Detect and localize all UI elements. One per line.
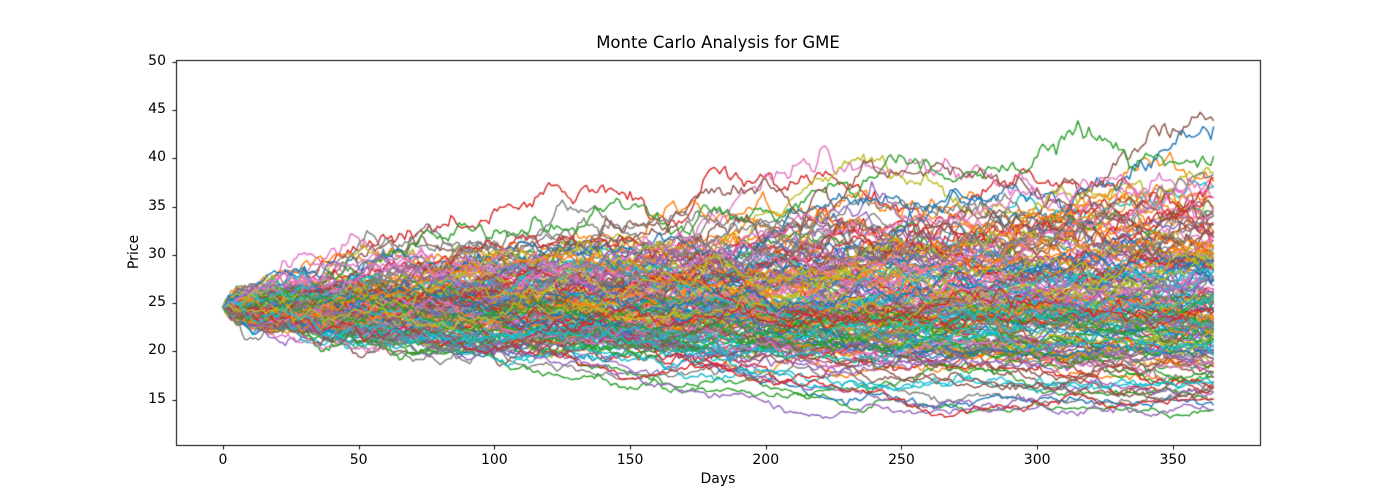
y-tick-label: 25	[148, 294, 166, 311]
y-tick-label: 40	[148, 149, 166, 166]
y-tick-label: 30	[148, 245, 166, 262]
x-tick-label: 300	[1023, 452, 1051, 468]
x-axis-label: Days	[700, 471, 736, 487]
x-tick-label: 250	[888, 452, 915, 468]
chart-title: Monte Carlo Analysis for GME	[596, 33, 840, 52]
x-tick-label: 50	[349, 452, 368, 468]
x-tick-label: 200	[752, 452, 780, 468]
x-tick-label: 150	[616, 452, 644, 468]
y-tick-label: 35	[148, 197, 166, 214]
x-tick-label: 100	[480, 452, 508, 468]
y-tick-label: 45	[148, 101, 166, 118]
y-tick-label: 20	[148, 342, 166, 359]
y-tick-label: 15	[148, 390, 166, 407]
x-tick-label: 0	[218, 452, 228, 468]
y-tick-label: 50	[148, 52, 166, 69]
x-tick-label: 350	[1159, 452, 1187, 468]
